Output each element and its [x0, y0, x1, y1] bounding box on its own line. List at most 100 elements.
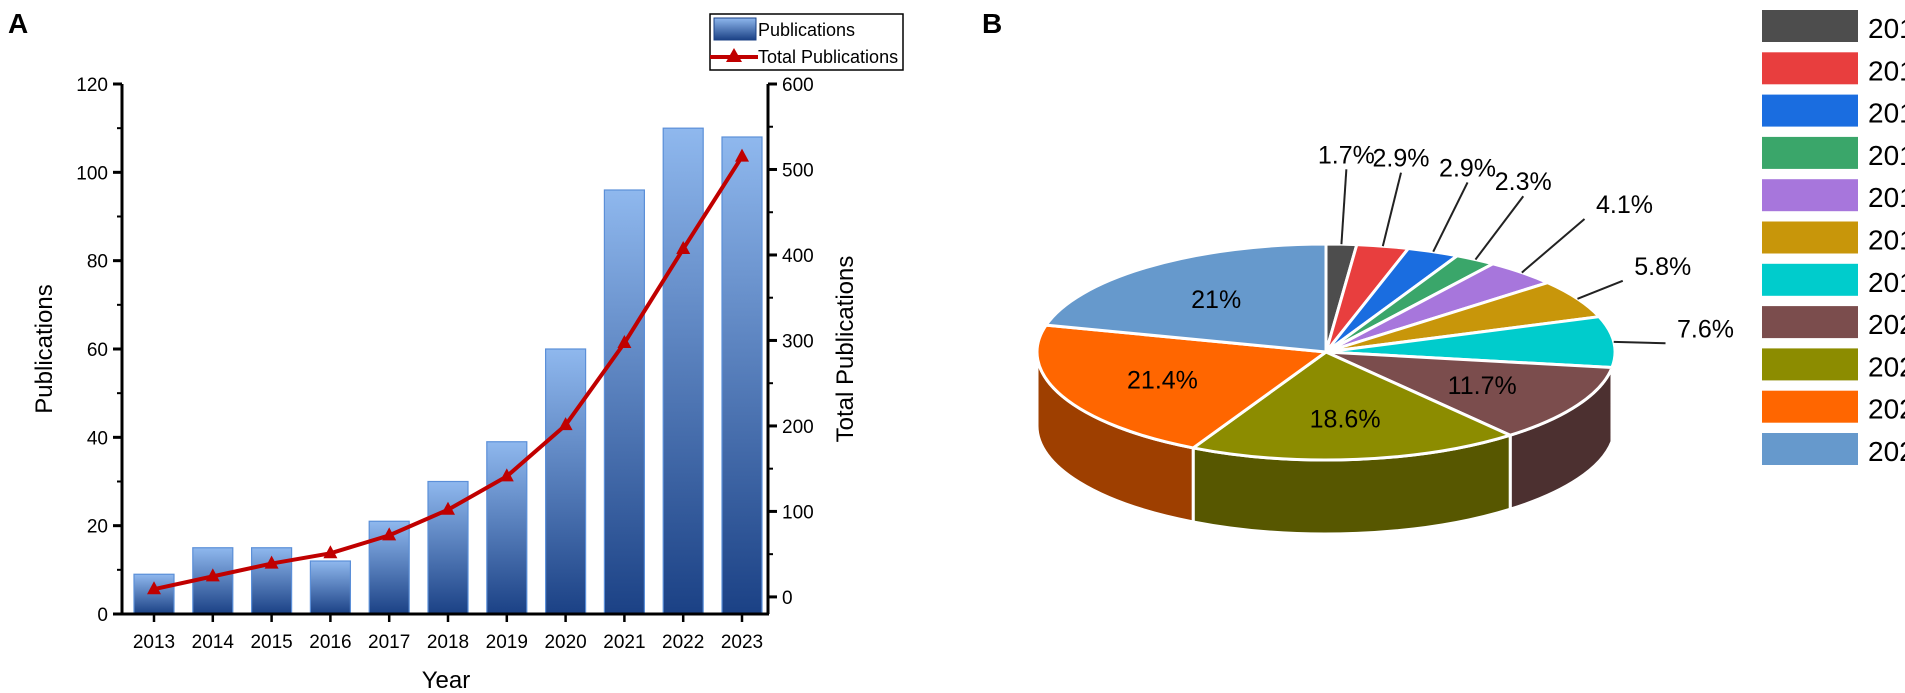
x-tick-label: 2022: [662, 632, 704, 653]
y2-axis-title: Total Publications: [832, 256, 859, 443]
pie-leader: [1521, 218, 1586, 274]
legend-label: 2016: [1868, 140, 1905, 171]
legend-b: 2013 2014 2015 2016 2017 2018 2019 2020 2021 2022…: [1762, 10, 1905, 467]
y-tick-label: 40: [87, 428, 108, 449]
pie-value-label: 2.3%: [1495, 168, 1552, 196]
pie-leader: [1381, 172, 1402, 247]
axis-ticks: [113, 82, 777, 622]
line-series: [147, 148, 749, 595]
x-tick-label: 2023: [721, 632, 763, 653]
y-axis-title: Publications: [31, 284, 58, 413]
y-tick-label: 100: [76, 163, 108, 184]
legend-a: Publications Total Publications: [709, 13, 904, 71]
y2-tick-label: 600: [782, 75, 814, 96]
legend-swatch: [1762, 94, 1858, 127]
pie-leader: [1474, 195, 1525, 261]
y2-tick-label: 300: [782, 331, 814, 352]
legend-line-label: Total Publications: [758, 47, 898, 67]
legend-label: 2018: [1868, 225, 1905, 256]
legend-label: 2015: [1868, 98, 1905, 129]
legend-label: 2013: [1868, 13, 1905, 44]
bar: [603, 189, 646, 615]
x-tick-label: 2014: [192, 632, 235, 653]
legend-swatch: [1762, 433, 1858, 465]
pie-leader: [1340, 169, 1348, 245]
legend-swatch: [1762, 136, 1858, 169]
pie-slice: [1324, 350, 1614, 437]
pie-value-label: 1.7%: [1318, 141, 1375, 169]
pie-value-label: 4.1%: [1596, 191, 1653, 219]
legend-label: 2019: [1868, 267, 1905, 298]
y-tick-label: 80: [87, 252, 108, 273]
legend-label: 2021: [1868, 351, 1905, 382]
y2-tick-label: 200: [782, 417, 814, 438]
y2-tick-label: 500: [782, 160, 814, 181]
line-point: [441, 501, 455, 515]
line-point: [147, 581, 161, 595]
x-tick-label: 2015: [250, 632, 292, 653]
pie-value-label: 21.4%: [1127, 366, 1198, 394]
line-point: [676, 240, 691, 254]
x-tick-label: 2020: [544, 632, 586, 653]
pie-value-label: 5.8%: [1634, 253, 1691, 281]
pie-labels: 1.7%2.9% 2.9%2.3%4.1%5.8%7.6%11.7%18.6%21…: [1127, 141, 1734, 433]
y-tick-label: 120: [76, 75, 108, 96]
y2-tick-labels: 0 100 200 300 400 500 600: [782, 75, 814, 609]
pie-slices: [1035, 242, 1617, 462]
legend-swatch: [1762, 263, 1858, 296]
y-tick-label: 60: [87, 340, 108, 361]
legend-label: 2017: [1868, 182, 1905, 213]
legend-bar-swatch: [713, 17, 757, 41]
pie-chart: 1.7%2.9% 2.9%2.3%4.1%5.8%7.6%11.7%18.6%21…: [1035, 141, 1734, 536]
panel-b-label: B: [982, 8, 1002, 39]
pie-value-label: 7.6%: [1677, 315, 1734, 343]
legend-swatch: [1762, 306, 1858, 339]
y-tick-label: 20: [87, 517, 108, 538]
x-axis-title: Year: [422, 667, 471, 693]
pie-value-label: 2.9%: [1373, 145, 1430, 173]
pie-leader: [1432, 182, 1469, 253]
bar: [544, 348, 587, 615]
line-point: [382, 527, 397, 541]
line-point: [735, 148, 749, 162]
panel-a-label: A: [8, 8, 28, 39]
bar-series: [133, 127, 763, 615]
pie-leader: [1577, 279, 1624, 300]
x-tick-labels: 2013 2014 2015 2016 2017 2018 2019 2020 2021 2022…: [133, 632, 763, 653]
y2-tick-label: 0: [782, 588, 793, 609]
pie-leader: [1613, 340, 1666, 345]
x-tick-label: 2018: [427, 632, 469, 653]
pie-value-label: 11.7%: [1448, 372, 1517, 400]
pie-sides: [1035, 350, 1617, 536]
bar: [721, 136, 763, 615]
pie-slice: [1044, 242, 1328, 354]
pie-leader-lines: [1340, 169, 1666, 345]
x-tick-label: 2016: [309, 632, 351, 653]
x-tick-label: 2019: [486, 632, 528, 653]
legend-line-marker: [726, 48, 742, 62]
line-point: [205, 568, 220, 582]
pie-slice: [1035, 323, 1328, 450]
legend-label: 2020: [1868, 309, 1905, 340]
legend-label: 2023: [1868, 436, 1905, 467]
y2-tick-label: 400: [782, 246, 814, 267]
x-tick-label: 2013: [133, 632, 175, 653]
bar: [662, 127, 704, 615]
legend-swatch: [1762, 390, 1858, 423]
pie-value-label: 2.9%: [1439, 154, 1496, 182]
y-tick-label: 0: [97, 605, 108, 626]
legend-swatch: [1762, 10, 1858, 42]
legend-label: 2022: [1868, 394, 1905, 425]
line-point: [558, 417, 573, 431]
legend-swatch: [1762, 179, 1858, 212]
x-tick-label: 2021: [603, 632, 645, 653]
y2-tick-label: 100: [782, 502, 814, 523]
bar: [368, 520, 410, 615]
legend-bar-label: Publications: [758, 20, 855, 40]
pie-value-label: 18.6%: [1310, 406, 1381, 434]
legend-swatch: [1762, 221, 1858, 254]
legend-swatch: [1762, 52, 1858, 85]
line-point: [617, 335, 632, 349]
x-tick-label: 2017: [368, 632, 410, 653]
